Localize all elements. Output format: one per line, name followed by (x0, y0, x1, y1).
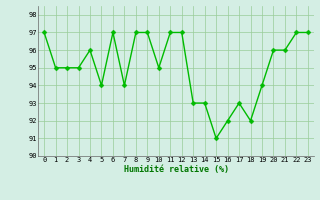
X-axis label: Humidité relative (%): Humidité relative (%) (124, 165, 228, 174)
